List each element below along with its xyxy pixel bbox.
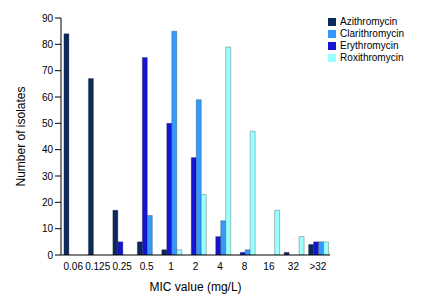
svg-text:MIC value (mg/L): MIC value (mg/L) [150,280,242,294]
svg-text:8: 8 [242,261,248,272]
svg-text:0.5: 0.5 [140,261,154,272]
svg-text:32: 32 [288,261,300,272]
svg-text:>32: >32 [309,261,326,272]
svg-text:60: 60 [42,92,54,103]
svg-text:0.06: 0.06 [63,261,83,272]
html-text:Roxithromycin: Roxithromycin [340,52,404,63]
html-text:Clarithromycin: Clarithromycin [340,28,404,39]
svg-text:70: 70 [42,65,54,76]
svg-text:10: 10 [42,223,54,234]
svg-text:4: 4 [217,261,223,272]
svg-text:30: 30 [42,171,54,182]
svg-text:90: 90 [42,13,54,24]
svg-text:50: 50 [42,118,54,129]
svg-text:1: 1 [168,261,174,272]
svg-text:16: 16 [263,261,275,272]
svg-text:Number of isolates: Number of isolates [14,86,28,186]
svg-text:0.125: 0.125 [85,261,110,272]
svg-text:20: 20 [42,197,54,208]
svg-text:40: 40 [42,144,54,155]
svg-text:2: 2 [193,261,199,272]
svg-text:0: 0 [47,250,53,261]
html-text:Azithromycin: Azithromycin [340,16,398,27]
svg-text:80: 80 [42,39,54,50]
svg-text:0.25: 0.25 [112,261,132,272]
html-text:Erythromycin: Erythromycin [340,40,399,51]
